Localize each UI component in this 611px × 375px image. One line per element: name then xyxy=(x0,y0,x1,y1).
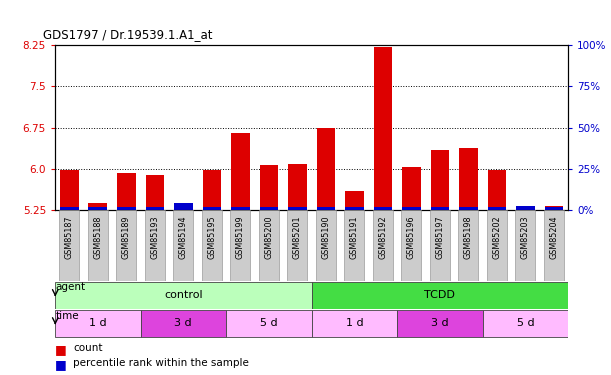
Text: ■: ■ xyxy=(55,343,67,356)
Text: 3 d: 3 d xyxy=(175,318,192,328)
FancyBboxPatch shape xyxy=(373,210,393,281)
Text: GSM85192: GSM85192 xyxy=(378,216,387,260)
Text: GSM85200: GSM85200 xyxy=(265,216,273,259)
Bar xyxy=(117,207,136,210)
Bar xyxy=(288,207,307,210)
FancyBboxPatch shape xyxy=(59,210,79,281)
Text: GSM85195: GSM85195 xyxy=(207,216,216,260)
Bar xyxy=(288,164,307,210)
Text: time: time xyxy=(55,310,79,321)
FancyBboxPatch shape xyxy=(312,310,397,337)
Text: percentile rank within the sample: percentile rank within the sample xyxy=(73,358,249,368)
FancyBboxPatch shape xyxy=(316,210,336,281)
Text: GSM85196: GSM85196 xyxy=(407,216,416,259)
Bar xyxy=(345,207,364,210)
FancyBboxPatch shape xyxy=(487,210,507,281)
Bar xyxy=(145,207,164,210)
Bar xyxy=(402,207,420,210)
Bar xyxy=(431,150,449,210)
FancyBboxPatch shape xyxy=(259,210,279,281)
Text: GSM85203: GSM85203 xyxy=(521,216,530,259)
Bar xyxy=(431,207,449,210)
Text: GDS1797 / Dr.19539.1.A1_at: GDS1797 / Dr.19539.1.A1_at xyxy=(43,28,212,41)
FancyBboxPatch shape xyxy=(516,210,535,281)
Text: GSM85189: GSM85189 xyxy=(122,216,131,259)
Bar xyxy=(516,206,535,210)
Bar xyxy=(60,207,78,210)
Bar xyxy=(488,207,507,210)
Text: 5 d: 5 d xyxy=(260,318,277,328)
Bar xyxy=(459,148,478,210)
Text: GSM85197: GSM85197 xyxy=(436,216,444,260)
FancyBboxPatch shape xyxy=(226,310,312,337)
FancyBboxPatch shape xyxy=(88,210,108,281)
Text: GSM85193: GSM85193 xyxy=(150,216,159,259)
Text: GSM85190: GSM85190 xyxy=(321,216,331,259)
FancyBboxPatch shape xyxy=(483,310,568,337)
FancyBboxPatch shape xyxy=(55,282,312,309)
FancyBboxPatch shape xyxy=(202,210,222,281)
Text: GSM85187: GSM85187 xyxy=(65,216,74,259)
Bar xyxy=(316,207,335,210)
FancyBboxPatch shape xyxy=(116,210,136,281)
Bar xyxy=(202,207,221,210)
Bar xyxy=(402,167,420,210)
Text: GSM85204: GSM85204 xyxy=(549,216,558,259)
Bar xyxy=(545,207,563,210)
Text: control: control xyxy=(164,290,203,300)
Bar xyxy=(174,203,192,210)
Bar xyxy=(89,203,107,210)
Bar xyxy=(345,191,364,210)
Bar xyxy=(60,170,78,210)
Bar xyxy=(231,133,249,210)
Bar xyxy=(231,207,249,210)
Text: GSM85198: GSM85198 xyxy=(464,216,473,259)
Bar xyxy=(145,176,164,210)
FancyBboxPatch shape xyxy=(230,210,251,281)
Bar xyxy=(516,206,535,210)
Bar xyxy=(488,170,507,210)
FancyBboxPatch shape xyxy=(141,310,226,337)
Bar xyxy=(545,206,563,210)
Text: ■: ■ xyxy=(55,358,67,371)
Bar xyxy=(89,207,107,210)
Text: count: count xyxy=(73,343,103,353)
FancyBboxPatch shape xyxy=(401,210,422,281)
FancyBboxPatch shape xyxy=(345,210,364,281)
Text: GSM85202: GSM85202 xyxy=(492,216,502,260)
FancyBboxPatch shape xyxy=(397,310,483,337)
FancyBboxPatch shape xyxy=(174,210,193,281)
Bar xyxy=(117,172,136,210)
FancyBboxPatch shape xyxy=(287,210,307,281)
Bar xyxy=(374,207,392,210)
Bar xyxy=(374,46,392,210)
FancyBboxPatch shape xyxy=(145,210,165,281)
FancyBboxPatch shape xyxy=(55,310,141,337)
Text: GSM85191: GSM85191 xyxy=(350,216,359,259)
Bar xyxy=(316,128,335,210)
Text: 5 d: 5 d xyxy=(517,318,534,328)
FancyBboxPatch shape xyxy=(430,210,450,281)
Text: GSM85188: GSM85188 xyxy=(93,216,102,259)
Text: 1 d: 1 d xyxy=(346,318,363,328)
Bar xyxy=(260,165,278,210)
Text: 1 d: 1 d xyxy=(89,318,106,328)
FancyBboxPatch shape xyxy=(458,210,478,281)
Bar xyxy=(202,170,221,210)
Text: GSM85194: GSM85194 xyxy=(179,216,188,259)
Text: TCDD: TCDD xyxy=(425,290,455,300)
FancyBboxPatch shape xyxy=(544,210,564,281)
Bar xyxy=(260,207,278,210)
FancyBboxPatch shape xyxy=(312,282,568,309)
Text: GSM85199: GSM85199 xyxy=(236,216,245,260)
Text: agent: agent xyxy=(55,282,86,292)
Text: GSM85201: GSM85201 xyxy=(293,216,302,259)
Bar xyxy=(174,209,192,210)
Text: 3 d: 3 d xyxy=(431,318,448,328)
Bar xyxy=(459,207,478,210)
